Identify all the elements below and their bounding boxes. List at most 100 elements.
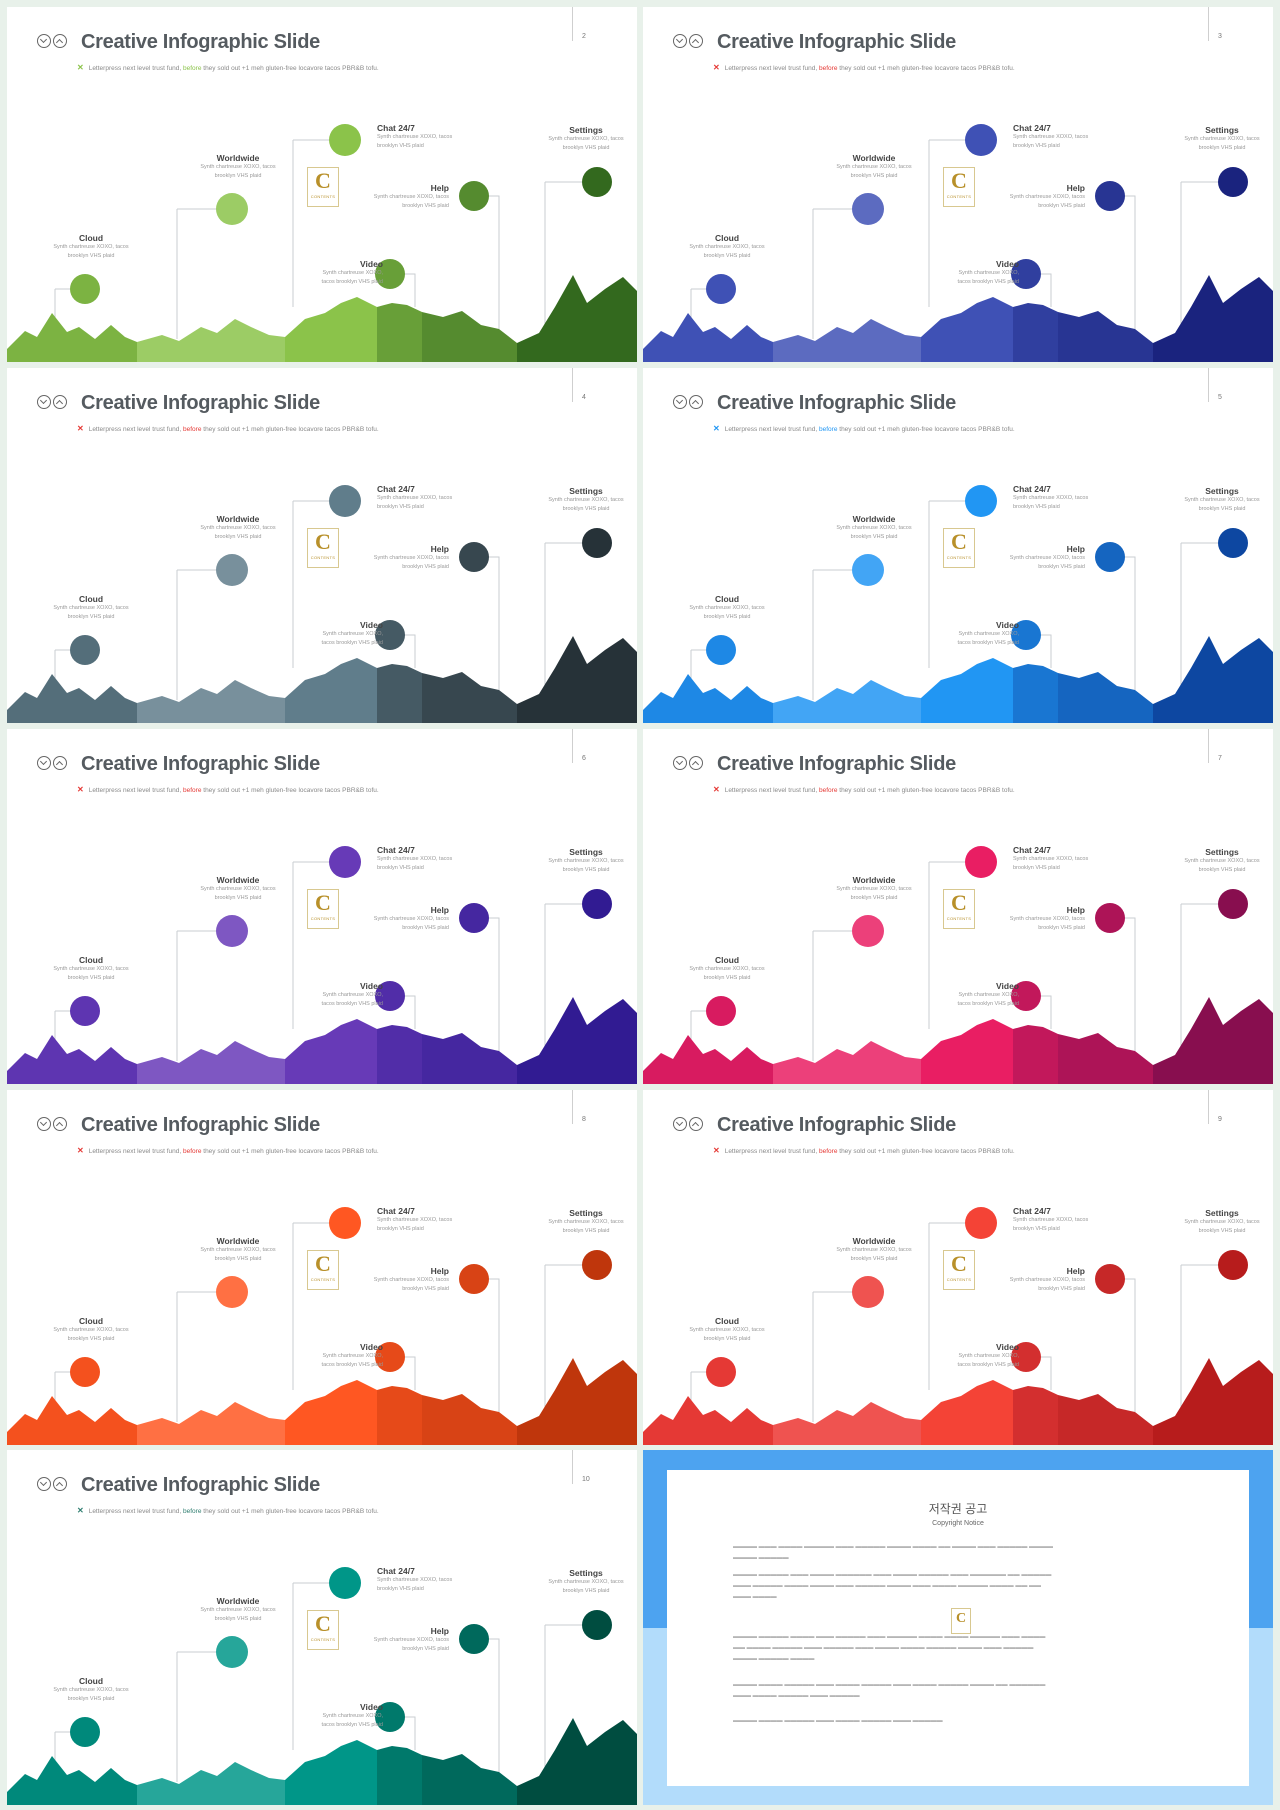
slide-subtitle: ✕ Letterpress next level trust fund, befo… (713, 63, 1015, 72)
marker-circle (70, 1357, 100, 1387)
infographic-slide: Creative Infographic Slide ✕ Letterpress … (7, 1450, 637, 1805)
mountain-infographic (7, 846, 637, 1084)
label-cloud: Cloud Synth chartreuse XOXO, tacos brookly… (47, 594, 135, 622)
mountain-band (1153, 1358, 1273, 1445)
slide-subtitle: ✕ Letterpress next level trust fund, befo… (77, 1146, 379, 1155)
chevron-up-icon (53, 1477, 67, 1491)
connector-line (1041, 1356, 1052, 1390)
chevron-up-icon (689, 395, 703, 409)
label-desc: Synth chartreuse XOXO, tacos (836, 886, 912, 892)
chevron-down-icon (37, 1477, 51, 1491)
close-icon: ✕ (77, 785, 84, 794)
label-settings: Settings Synth chartreuse XOXO, tacos broo… (541, 1208, 631, 1236)
marker-circle (965, 485, 997, 517)
connector-line (1125, 917, 1136, 1051)
label-chat: Chat 24/7 Synth chartreuse XOXO, tacos bro… (1013, 484, 1103, 512)
mountain-infographic (643, 1207, 1273, 1445)
label-title: Worldwide (216, 875, 260, 885)
label-desc: Synth chartreuse XOXO, tacos (200, 1607, 276, 1613)
label-title: Settings (569, 486, 603, 496)
label-desc: brooklyn VHS plaid (850, 534, 898, 540)
label-desc: brooklyn VHS plaid (1198, 867, 1246, 873)
label-desc: Synth chartreuse XOXO, tacos (836, 1247, 912, 1253)
mountain-band (1058, 1033, 1153, 1084)
label-desc: brooklyn VHS plaid (562, 867, 610, 873)
slide-subtitle: ✕ Letterpress next level trust fund, befo… (77, 1506, 379, 1515)
mountain-band (137, 680, 285, 723)
label-desc: brooklyn VHS plaid (703, 975, 751, 981)
label-settings: Settings Synth chartreuse XOXO, tacos broo… (541, 125, 631, 153)
label-desc: tacos brooklyn VHS plaid (321, 1722, 383, 1728)
slide-subtitle: ✕ Letterpress next level trust fund, befo… (713, 785, 1015, 794)
mountain-band (7, 313, 137, 362)
label-title: Video (360, 1342, 383, 1352)
page-number-divider (572, 1090, 573, 1124)
label-title: Chat 24/7 (377, 845, 415, 855)
contents-logo: C CONTENTS (307, 889, 339, 929)
label-desc: Synth chartreuse XOXO, tacos (200, 886, 276, 892)
page-number-divider (1208, 729, 1209, 763)
label-help: Help Synth chartreuse XOXO, tacos brooklyn… (995, 544, 1085, 572)
label-desc: Synth chartreuse XOXO, (958, 631, 1019, 637)
connector-line (690, 649, 706, 686)
label-desc: Synth chartreuse XOXO, (322, 631, 383, 637)
label-title: Worldwide (852, 875, 896, 885)
page-number-divider (572, 368, 573, 402)
mountain-band (773, 319, 921, 362)
label-desc: brooklyn VHS plaid (214, 534, 262, 540)
mountain-infographic (643, 124, 1273, 362)
marker-circle (1218, 528, 1248, 558)
label-title: Cloud (714, 233, 740, 243)
mountain-band (1013, 1025, 1058, 1084)
slide-title: Creative Infographic Slide (81, 753, 320, 775)
chevron-up-icon (689, 34, 703, 48)
mountain-band (921, 1380, 1013, 1445)
copyright-title: 저작권 공고 (928, 1502, 988, 1516)
copyright-paragraph-2: ▬▬▬▬ ▬▬▬▬▬ ▬▬▬ ▬▬▬▬ ▬▬▬▬▬▬ ▬▬▬ ▬▬▬▬ ▬▬▬▬… (733, 1572, 1052, 1600)
label-desc: Synth chartreuse XOXO, tacos (377, 1577, 453, 1583)
label-desc: Synth chartreuse XOXO, tacos (1009, 1277, 1085, 1283)
marker-circle (216, 193, 248, 225)
close-icon: ✕ (713, 63, 720, 72)
chevron-up-icon (689, 756, 703, 770)
marker-circle (1095, 542, 1125, 572)
slide-nav-icons (673, 756, 705, 774)
label-title: Settings (569, 1208, 603, 1218)
connector-line (489, 195, 500, 329)
connector-line (1125, 195, 1136, 329)
mountain-band (137, 319, 285, 362)
connector-line (176, 208, 216, 339)
marker-circle (965, 1207, 997, 1239)
label-title: Chat 24/7 (1013, 845, 1051, 855)
connector-line (812, 930, 852, 1061)
label-title: Help (430, 544, 449, 554)
close-icon: ✕ (77, 1146, 84, 1155)
label-desc: brooklyn VHS plaid (402, 203, 449, 209)
page-number: 6 (582, 755, 586, 762)
label-title: Help (430, 905, 449, 915)
mountain-infographic (7, 485, 637, 723)
connector-line (1180, 542, 1218, 694)
label-desc: Synth chartreuse XOXO, tacos (548, 858, 624, 864)
label-desc: Synth chartreuse XOXO, tacos (373, 1277, 449, 1283)
label-title: Help (430, 1266, 449, 1276)
mountain-band (7, 1035, 137, 1084)
label-title: Video (996, 1342, 1019, 1352)
chevron-down-icon (37, 756, 51, 770)
connector-line (176, 569, 216, 700)
connector-line (292, 861, 329, 1029)
label-help: Help Synth chartreuse XOXO, tacos brooklyn… (359, 1266, 449, 1294)
mountain-band (773, 1402, 921, 1445)
label-title: Cloud (78, 594, 104, 604)
page-number: 7 (1218, 755, 1222, 762)
label-desc: Synth chartreuse XOXO, tacos (1184, 497, 1260, 503)
label-title: Video (996, 259, 1019, 269)
infographic-slide: Creative Infographic Slide ✕ Letterpress … (7, 1090, 637, 1445)
connector-line (544, 181, 582, 333)
label-desc: Synth chartreuse XOXO, (958, 992, 1019, 998)
label-chat: Chat 24/7 Synth chartreuse XOXO, tacos bro… (377, 123, 467, 151)
label-chat: Chat 24/7 Synth chartreuse XOXO, tacos bro… (377, 845, 467, 873)
copyright-panel: 저작권 공고 Copyright Notice ▬▬▬▬ ▬▬▬ ▬▬▬▬ ▬▬… (667, 1470, 1249, 1786)
label-desc: brooklyn VHS plaid (67, 614, 115, 620)
mountain-band (643, 674, 773, 723)
